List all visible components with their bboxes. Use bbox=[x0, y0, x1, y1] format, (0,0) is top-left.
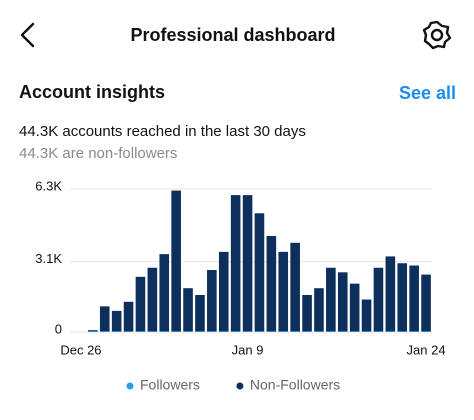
bar bbox=[361, 331, 372, 332]
bar bbox=[123, 301, 134, 332]
bar bbox=[147, 267, 158, 332]
bar bbox=[302, 295, 312, 332]
bar bbox=[302, 331, 312, 332]
bar bbox=[337, 331, 348, 332]
bar bbox=[361, 299, 372, 332]
y-tick-label: 3.1K bbox=[35, 251, 62, 266]
bar bbox=[385, 256, 396, 332]
legend-label: Followers bbox=[140, 377, 200, 393]
bar bbox=[195, 331, 205, 332]
bar bbox=[111, 310, 122, 332]
bar bbox=[135, 331, 146, 332]
bar bbox=[171, 331, 181, 332]
bar bbox=[88, 330, 98, 332]
back-button[interactable] bbox=[20, 22, 35, 48]
bar bbox=[397, 331, 408, 332]
bar bbox=[421, 331, 431, 332]
bar bbox=[278, 251, 289, 332]
bar bbox=[183, 288, 193, 332]
see-all-link[interactable]: See all bbox=[399, 83, 456, 103]
bar bbox=[326, 267, 336, 332]
bar bbox=[159, 254, 170, 332]
bar bbox=[409, 265, 419, 332]
bar bbox=[230, 195, 241, 332]
bar bbox=[123, 331, 134, 332]
bar bbox=[207, 331, 217, 332]
bar bbox=[230, 331, 241, 332]
bar bbox=[337, 272, 348, 332]
page-title: Professional dashboard bbox=[130, 25, 335, 45]
bar bbox=[99, 306, 110, 332]
bar bbox=[242, 195, 253, 332]
section-title: Account insights bbox=[19, 82, 165, 102]
reach-summary: 44.3K accounts reached in the last 30 da… bbox=[19, 123, 306, 140]
bar bbox=[159, 331, 170, 332]
settings-button[interactable] bbox=[422, 20, 452, 50]
bar bbox=[88, 331, 98, 332]
y-tick-label: 0 bbox=[55, 321, 62, 336]
bar bbox=[278, 331, 289, 332]
bar bbox=[421, 274, 431, 332]
bar bbox=[183, 331, 193, 332]
y-tick-label: 6.3K bbox=[35, 178, 62, 193]
bar bbox=[290, 331, 300, 332]
bar bbox=[397, 263, 408, 332]
bar bbox=[314, 288, 324, 332]
bar bbox=[314, 331, 324, 332]
bar bbox=[207, 270, 217, 332]
bar bbox=[218, 331, 229, 332]
bar bbox=[373, 267, 384, 332]
bar bbox=[254, 331, 265, 332]
bar bbox=[254, 213, 265, 332]
chart: 0 3.1K 6.3K Dec 26 Jan 9 Jan 24 Followers Non-F… bbox=[35, 178, 445, 392]
bar bbox=[135, 276, 146, 332]
bar bbox=[266, 331, 277, 332]
legend-label: Non-Followers bbox=[250, 377, 340, 393]
bar bbox=[349, 283, 360, 332]
bar bbox=[266, 235, 277, 332]
bar bbox=[290, 242, 300, 332]
bar bbox=[99, 331, 110, 332]
bar bbox=[385, 331, 396, 332]
bar bbox=[242, 331, 253, 332]
bar bbox=[409, 331, 419, 332]
x-tick-label: Jan 9 bbox=[232, 342, 264, 357]
non-follower-summary: 44.3K are non-followers bbox=[19, 145, 177, 162]
bar bbox=[147, 331, 158, 332]
x-tick-label: Jan 24 bbox=[407, 342, 446, 357]
x-tick-label: Dec 26 bbox=[60, 342, 101, 357]
bar bbox=[373, 331, 384, 332]
bar bbox=[111, 331, 122, 332]
bar bbox=[171, 190, 181, 332]
bar bbox=[349, 331, 360, 332]
legend-swatch bbox=[126, 382, 134, 390]
bar bbox=[326, 331, 336, 332]
legend-swatch bbox=[236, 382, 244, 390]
bar bbox=[195, 295, 205, 332]
bar bbox=[218, 251, 229, 332]
